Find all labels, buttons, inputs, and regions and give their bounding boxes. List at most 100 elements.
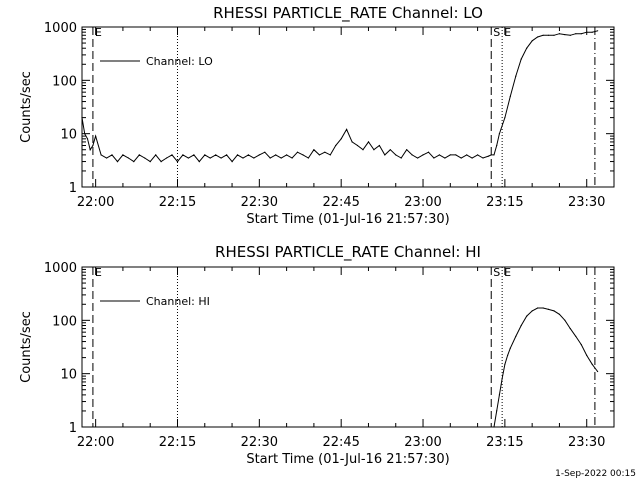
- data-point: [438, 154, 440, 156]
- data-point: [569, 328, 571, 330]
- data-point: [291, 157, 293, 159]
- legend-label: Channel: HI: [146, 295, 210, 308]
- data-point: [95, 135, 97, 137]
- data-point: [340, 138, 342, 140]
- data-point: [477, 154, 479, 156]
- data-point: [496, 144, 498, 147]
- x-tick-label: 23:15: [486, 435, 523, 450]
- data-point: [280, 157, 282, 159]
- data-point: [526, 315, 528, 317]
- data-point: [591, 31, 593, 33]
- data-point: [346, 128, 348, 130]
- data-point: [427, 151, 430, 153]
- data-point: [395, 154, 397, 156]
- x-tick-label: 23:00: [404, 435, 441, 450]
- x-tick-label: 22:30: [241, 435, 278, 450]
- y-axis-label: Counts/sec: [19, 311, 34, 383]
- data-point: [490, 154, 492, 156]
- data-point: [520, 324, 522, 327]
- plot-frame: [81, 266, 615, 428]
- data-point: [106, 157, 108, 159]
- data-point: [542, 307, 544, 309]
- data-point: [81, 117, 83, 119]
- x-tick-label: 22:45: [322, 195, 359, 210]
- chart-title: RHESSI PARTICLE_RATE Channel: HI: [215, 243, 481, 262]
- data-point: [356, 144, 359, 147]
- series-line: [81, 30, 598, 163]
- data-point: [564, 34, 566, 36]
- data-point: [149, 161, 151, 163]
- data-point: [591, 363, 593, 365]
- y-tick-label: 100: [52, 314, 77, 329]
- data-point: [531, 40, 533, 42]
- x-tick-label: 22:00: [77, 195, 114, 210]
- data-point: [155, 154, 157, 156]
- data-point: [597, 370, 599, 373]
- data-point: [264, 151, 266, 153]
- data-point: [482, 157, 484, 159]
- data-point: [302, 154, 304, 156]
- x-tick-label: 23:30: [568, 435, 605, 450]
- data-point: [496, 410, 498, 412]
- data-point: [351, 141, 353, 143]
- data-point: [493, 426, 495, 428]
- data-point: [313, 149, 315, 151]
- x-tick-label: 22:15: [159, 195, 196, 210]
- data-point: [176, 161, 179, 163]
- x-tick-label: 22:15: [159, 435, 196, 450]
- data-point: [100, 154, 102, 156]
- y-tick-label: 100: [52, 74, 77, 89]
- data-point: [575, 335, 577, 337]
- data-point: [269, 157, 271, 159]
- data-point: [247, 154, 249, 156]
- y-axis-label: Counts/sec: [19, 71, 34, 143]
- data-point: [501, 378, 503, 380]
- x-tick-label: 23:15: [486, 195, 523, 210]
- data-point: [242, 157, 244, 159]
- legend-label: Channel: LO: [146, 55, 213, 68]
- data-point: [433, 157, 435, 159]
- data-point: [520, 58, 522, 60]
- event-marker-label: E: [504, 266, 511, 279]
- data-point: [296, 151, 299, 153]
- data-point: [220, 157, 222, 159]
- data-point: [569, 34, 571, 36]
- chart-panel-1: RHESSI PARTICLE_RATE Channel: LO 22:00 22:…: [19, 4, 615, 227]
- x-tick-label: 23:00: [404, 195, 441, 210]
- data-point: [127, 157, 129, 159]
- data-point: [493, 154, 495, 156]
- data-point: [193, 154, 195, 156]
- data-point: [542, 34, 544, 36]
- data-point: [504, 363, 506, 365]
- event-marker-label: S: [493, 266, 500, 279]
- data-point: [487, 155, 490, 157]
- data-point: [504, 117, 506, 119]
- y-tick-label: 10: [60, 368, 77, 383]
- data-point: [406, 149, 408, 151]
- event-marker-label: E: [95, 26, 102, 39]
- data-point: [236, 154, 239, 156]
- data-point: [389, 149, 391, 151]
- data-point: [564, 319, 566, 321]
- x-tick-label: 23:30: [568, 195, 605, 210]
- data-point: [92, 144, 94, 147]
- data-point: [335, 144, 337, 147]
- data-point: [553, 310, 555, 312]
- data-point: [86, 138, 89, 140]
- y-tick-label: 1: [69, 421, 77, 436]
- data-point: [400, 157, 402, 159]
- data-point: [166, 157, 168, 159]
- data-point: [449, 154, 451, 156]
- data-point: [558, 313, 561, 315]
- data-point: [111, 154, 113, 156]
- data-point: [122, 154, 124, 156]
- data-point: [384, 154, 386, 156]
- data-point: [144, 157, 146, 159]
- data-point: [507, 354, 509, 356]
- data-point: [84, 133, 86, 135]
- y-tick-label: 10: [60, 128, 77, 143]
- data-point: [215, 154, 217, 156]
- data-point: [253, 157, 255, 159]
